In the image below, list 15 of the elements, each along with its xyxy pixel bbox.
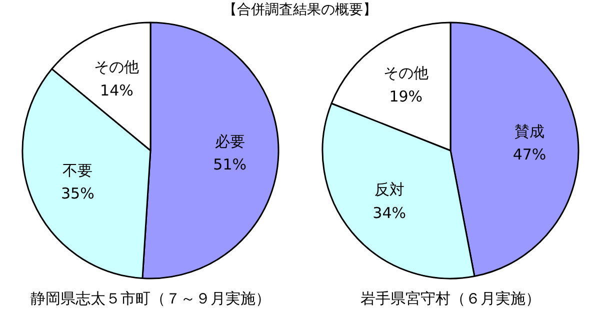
slice-label: その他	[383, 64, 428, 82]
text: 岩手県宮守村（６月実施）	[360, 290, 540, 308]
slice-label: 必要	[214, 132, 245, 150]
slice-label: 賛成	[514, 122, 545, 140]
text: 静岡県志太５市町（７～９月実施）	[30, 290, 270, 308]
data-label: 34%	[372, 204, 406, 222]
data-label: 14%	[100, 81, 134, 100]
slice-label: 反対	[374, 180, 404, 198]
chart-title: 【合併調査結果の概要】	[223, 1, 377, 20]
data-label: 51%	[213, 156, 246, 174]
slice-label: 不要	[62, 161, 93, 180]
data-label: 47%	[512, 146, 546, 164]
data-label: 19%	[389, 88, 423, 106]
data-label: 35%	[60, 184, 94, 203]
slice-label: その他	[94, 58, 140, 76]
